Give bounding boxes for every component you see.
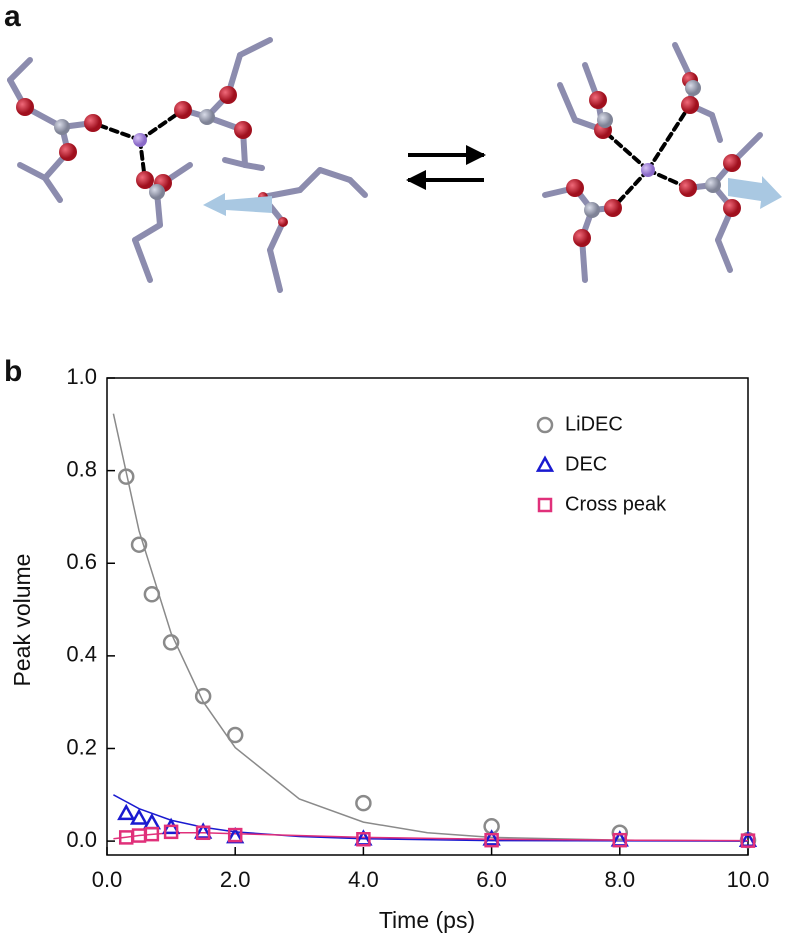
y-tick-label: 0.0 xyxy=(66,827,97,852)
plot-frame xyxy=(106,377,749,856)
x-tick-label: 10.0 xyxy=(727,867,770,892)
panel-label: b xyxy=(4,355,22,388)
fit-line xyxy=(112,413,749,842)
bond xyxy=(132,222,163,243)
bond xyxy=(715,237,733,273)
x-tick-label: 2.0 xyxy=(220,867,251,892)
data-point xyxy=(612,832,628,848)
coordination-bond xyxy=(646,103,692,172)
x-tick-label: 6.0 xyxy=(476,867,507,892)
x-tick-label: 4.0 xyxy=(348,867,379,892)
data-point xyxy=(484,832,499,848)
atom xyxy=(604,199,622,217)
chart: Time (ps) Peak volume 0.0 2.0 4.0 6.0 8.0 10.… xyxy=(9,364,769,933)
atom xyxy=(54,119,70,135)
data-point xyxy=(117,803,136,821)
atom xyxy=(133,133,147,147)
atom xyxy=(573,229,591,247)
data-point xyxy=(611,824,629,842)
legend-marker xyxy=(537,497,553,513)
data-point xyxy=(355,794,372,812)
atom xyxy=(199,109,215,125)
data-point xyxy=(194,687,212,705)
data-point xyxy=(129,808,149,825)
y-tick-label: 0.6 xyxy=(66,549,97,574)
bond xyxy=(347,177,368,198)
atom xyxy=(723,199,741,217)
x-axis-label: Time (ps) xyxy=(379,907,475,933)
bond xyxy=(297,167,323,193)
bond xyxy=(17,162,48,181)
atom xyxy=(136,171,154,189)
panel-label: a xyxy=(4,0,21,33)
data-point xyxy=(143,586,161,603)
x-tick-label: 8.0 xyxy=(605,867,636,892)
coordination-bond xyxy=(601,128,650,172)
data-point xyxy=(142,813,161,830)
bond xyxy=(557,82,578,123)
atom xyxy=(278,217,288,227)
atom xyxy=(584,202,600,218)
legend-marker xyxy=(536,416,554,434)
fit-line xyxy=(113,832,749,842)
atom xyxy=(174,101,192,119)
atom xyxy=(685,80,701,96)
bond xyxy=(709,112,723,143)
bond xyxy=(267,247,283,293)
atom xyxy=(705,177,721,193)
atom xyxy=(723,154,741,172)
data-point xyxy=(195,825,211,841)
atom xyxy=(16,98,34,116)
atom xyxy=(566,179,584,197)
atom xyxy=(641,163,655,177)
data-point xyxy=(130,536,148,553)
atom xyxy=(589,91,607,109)
y-tick-label: 0.2 xyxy=(66,734,97,759)
data-point xyxy=(226,726,244,744)
data-point xyxy=(482,829,501,846)
data-point xyxy=(163,824,179,840)
bond xyxy=(242,162,265,171)
motion-arrow xyxy=(203,193,272,216)
data-point xyxy=(356,832,371,847)
atom xyxy=(149,184,165,200)
bond xyxy=(267,219,286,253)
legend-marker xyxy=(535,455,555,472)
atom xyxy=(679,179,697,197)
legend-label: DEC xyxy=(565,453,607,475)
data-point xyxy=(117,468,135,485)
data-point xyxy=(144,826,160,842)
y-tick-label: 0.8 xyxy=(66,456,97,481)
y-tick-label: 1.0 xyxy=(66,364,97,389)
bond xyxy=(7,57,33,83)
bond xyxy=(222,157,248,168)
molecular-structures xyxy=(7,37,763,293)
atom xyxy=(234,121,252,139)
bond xyxy=(132,237,153,283)
x-tick-label: 0.0 xyxy=(92,867,123,892)
atom xyxy=(597,112,613,128)
data-point xyxy=(162,634,180,651)
legend-label: Cross peak xyxy=(565,493,667,515)
data-point xyxy=(194,822,213,839)
bond xyxy=(260,187,303,200)
atom xyxy=(681,96,699,114)
data-point xyxy=(740,833,756,848)
legend-label: LiDEC xyxy=(565,413,623,435)
bond xyxy=(42,175,63,203)
atom xyxy=(84,114,102,132)
bond xyxy=(317,167,353,183)
bond xyxy=(237,37,273,58)
data-point xyxy=(227,827,243,843)
y-axis-label: Peak volume xyxy=(9,554,35,687)
atom xyxy=(59,143,77,161)
motion-arrow xyxy=(728,176,782,209)
y-tick-label: 0.4 xyxy=(66,642,97,667)
atom xyxy=(219,86,237,104)
